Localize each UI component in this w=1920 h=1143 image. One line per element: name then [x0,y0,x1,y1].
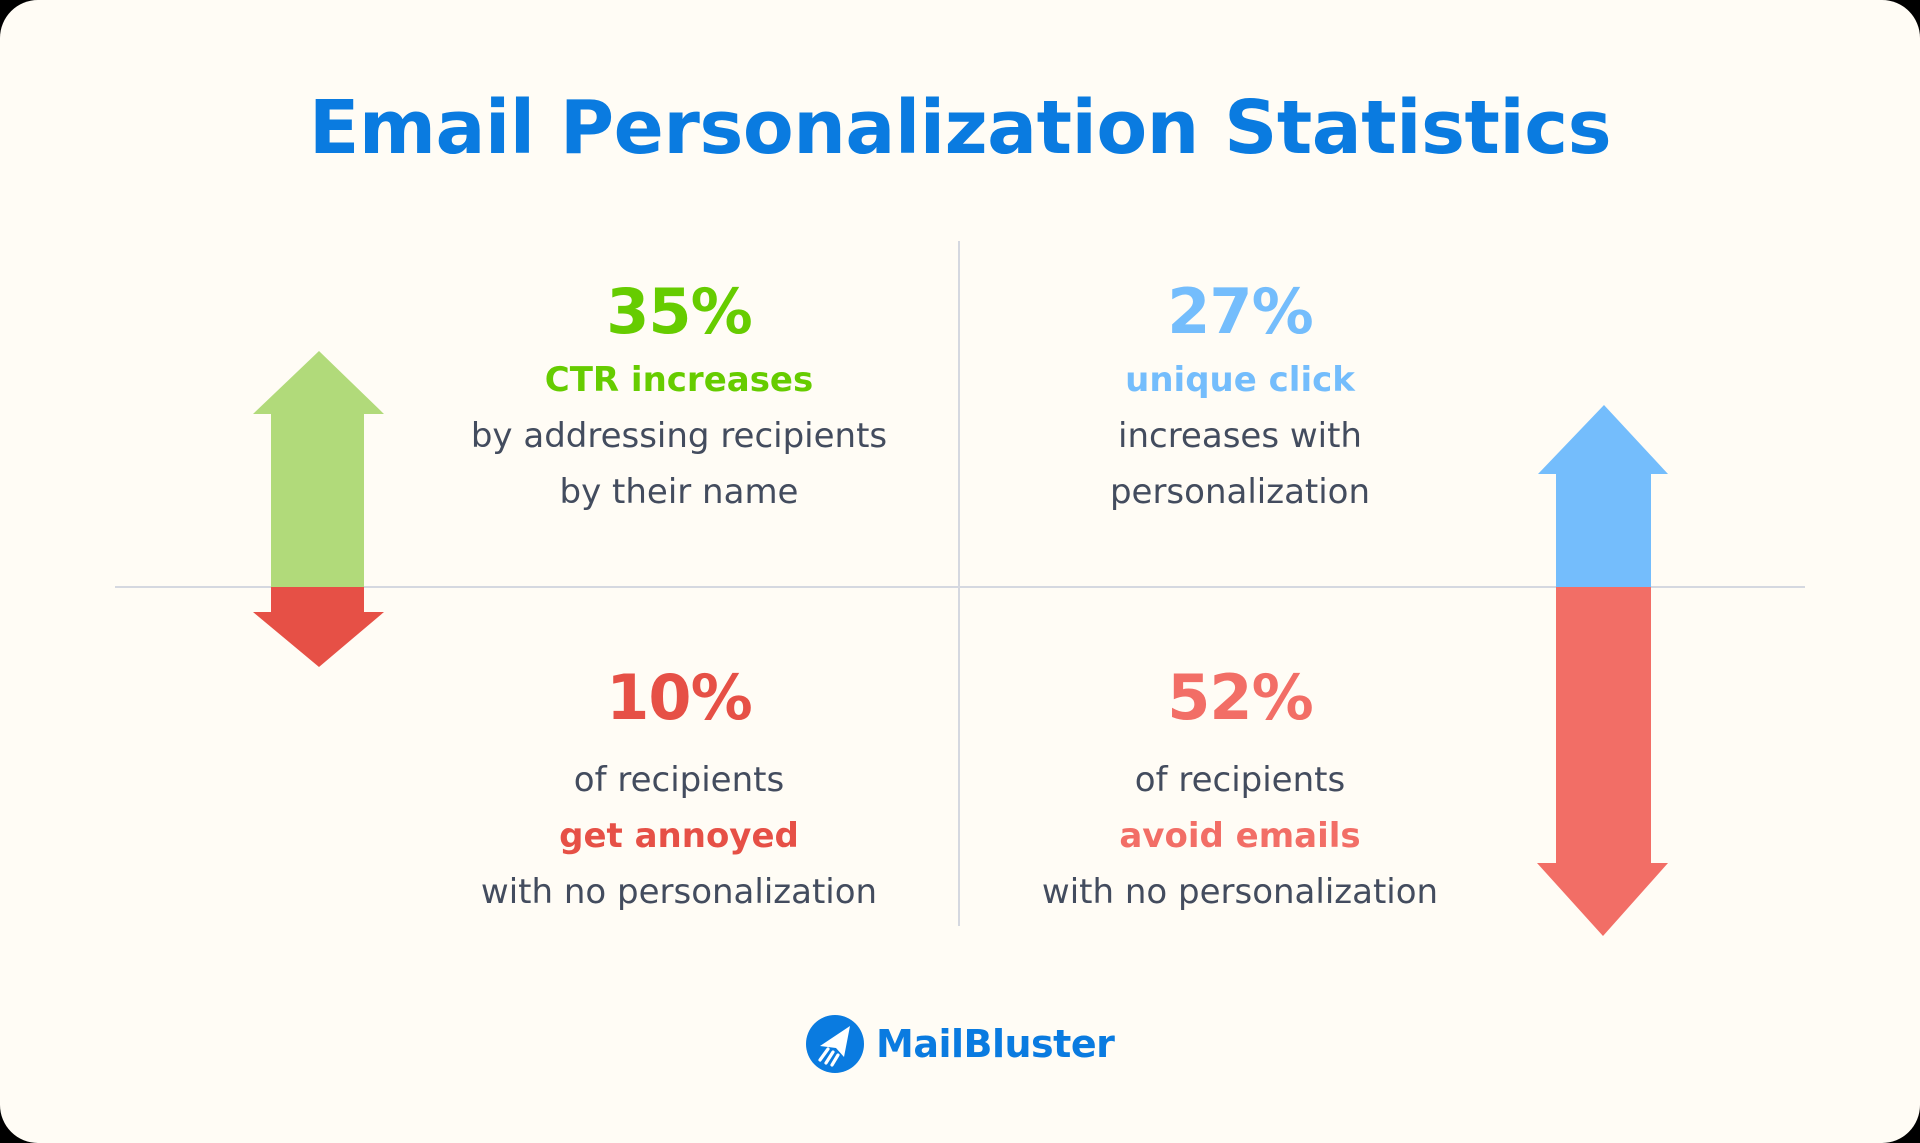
stat-highlight: avoid emails [1119,816,1361,856]
stat-value: 27% [1167,275,1313,348]
mailbluster-logo: MailBluster [806,1012,1115,1076]
logo-text: MailBluster [876,1022,1115,1066]
stat-description-line: by addressing recipients [470,416,888,456]
left-double-arrow-icon [253,351,384,667]
stat-value: 10% [606,661,752,734]
stat-value: 52% [1167,661,1313,734]
stat-highlight: get annoyed [559,816,799,856]
stat-suffix: with no personalization [1041,872,1439,912]
stat-annoyed: 10% of recipients get annoyed with no pe… [379,658,979,920]
green-up-arrow-icon [253,351,384,587]
stat-avoid-emails: 52% of recipients avoid emails with no p… [940,658,1540,920]
stat-highlight: CTR increases [544,360,814,400]
stat-value: 35% [606,275,752,348]
right-double-arrow-icon [1537,405,1668,936]
stat-description-line: by their name [559,472,799,512]
stat-suffix: with no personalization [480,872,878,912]
vertical-divider [958,241,960,926]
salmon-down-arrow-icon [1537,587,1668,936]
red-down-arrow-icon [253,587,384,667]
stat-ctr-increase: 35% CTR increases by addressing recipien… [379,272,979,520]
stat-prefix: of recipients [1134,760,1346,800]
stat-unique-click: 27% unique click increases with personal… [940,272,1540,520]
horizontal-divider [115,586,1805,588]
paper-plane-icon [806,1015,864,1073]
stat-description-line: personalization [1109,472,1371,512]
stat-prefix: of recipients [573,760,785,800]
stat-highlight: unique click [1125,360,1355,400]
stat-description-line: increases with [1118,416,1362,456]
page-title: Email Personalization Statistics [308,85,1612,171]
blue-up-arrow-icon [1538,405,1668,587]
